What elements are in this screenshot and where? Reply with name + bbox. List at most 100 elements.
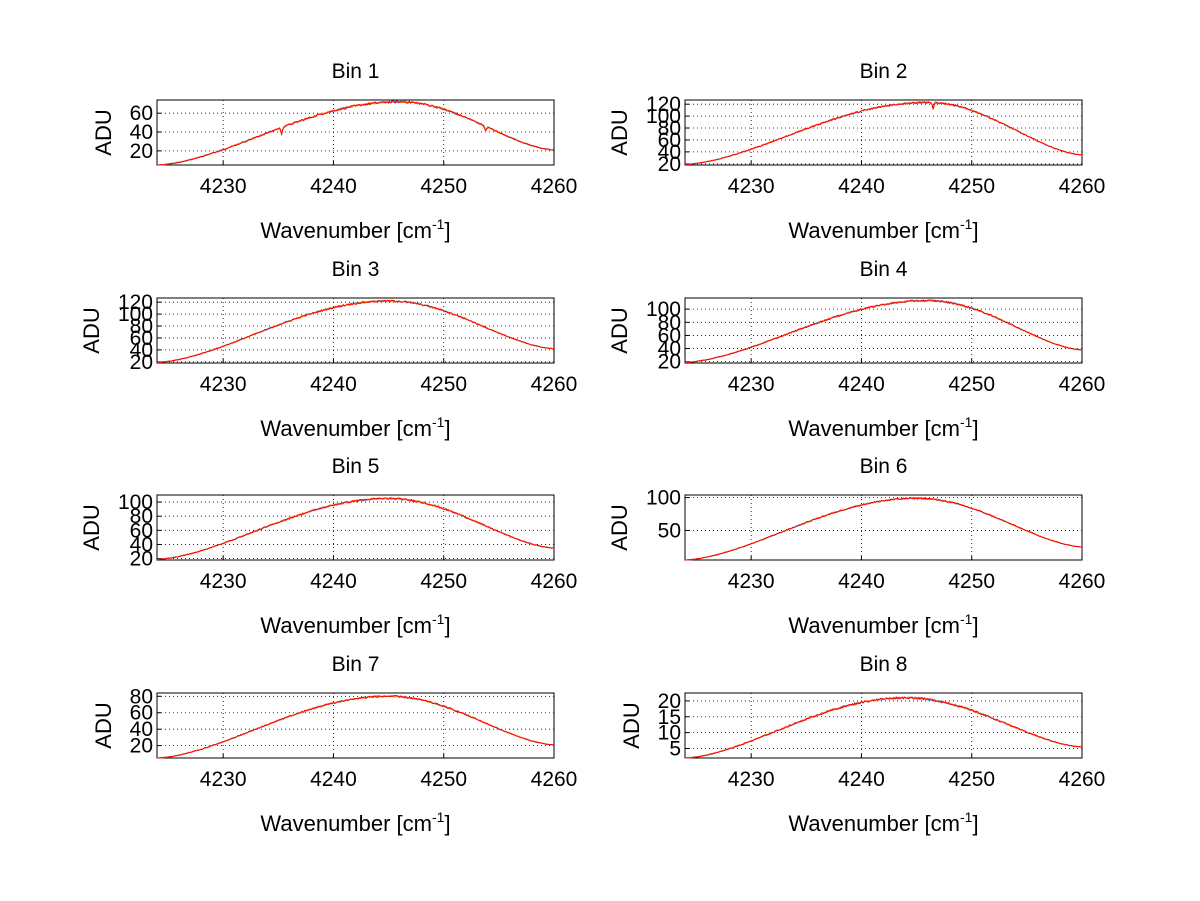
y-tick-label: 10 [658,722,681,745]
x-tick-label: 4230 [200,175,247,198]
y-tick-label: 60 [130,702,153,725]
x-tick-label: 4230 [728,175,775,198]
y-tick-label: 40 [130,533,153,556]
spectrum-series-line [157,299,555,363]
y-tick-label: 100 [646,105,681,128]
y-tick-label: 20 [658,351,681,374]
y-tick-label: 40 [130,718,153,741]
y-tick-label: 100 [118,303,153,326]
y-tick-label: 15 [658,706,681,729]
x-axis-label: Wavenumber [cm-1] [260,216,450,243]
y-tick-label: 80 [130,315,153,338]
x-tick-label: 4230 [200,570,247,593]
x-tick-label: 4250 [420,175,467,198]
spectrum-series-line [684,299,1083,363]
x-tick-label: 4250 [420,373,467,396]
spectrum-series-line [157,100,555,166]
subplot-title: Bin 3 [332,258,380,281]
y-axis-label: ADU [79,307,104,353]
x-axis-label: Wavenumber [cm-1] [788,216,978,243]
y-axis-label: ADU [607,109,632,155]
y-tick-label: 80 [130,685,153,708]
y-tick-label: 20 [658,690,681,713]
axes-box [156,692,555,759]
x-axis-label: Wavenumber [cm-1] [260,809,450,836]
y-tick-label: 50 [658,519,681,542]
x-tick-label: 4240 [310,175,357,198]
y-tick-label: 120 [646,93,681,116]
axes-box [684,99,1083,166]
y-tick-label: 100 [118,491,153,514]
subplot-6: 4230 4240 4250 4260 50 100 Bin 6 Wavenumber [cm… [607,455,1105,638]
x-axis-label: Wavenumber [cm-1] [788,809,978,836]
spectrum-series-line [684,696,1082,759]
x-tick-label: 4260 [1059,175,1106,198]
y-tick-label: 60 [130,327,153,350]
x-axis-label: Wavenumber [cm-1] [788,414,978,441]
x-tick-label: 4240 [838,768,885,791]
x-tick-label: 4250 [948,175,995,198]
x-tick-label: 4260 [1059,373,1106,396]
y-axis-label: ADU [607,307,632,353]
y-tick-label: 20 [130,548,153,571]
y-tick-label: 40 [130,121,153,144]
y-axis-label: ADU [79,504,104,550]
y-tick-label: 20 [130,735,153,758]
subplot-title: Bin 7 [332,653,380,676]
axes-box [156,494,555,561]
y-tick-label: 80 [130,505,153,528]
y-tick-label: 100 [646,298,681,321]
subplot-title: Bin 1 [332,60,380,83]
spectrum-series-line [157,497,555,560]
y-tick-label: 20 [130,351,153,374]
x-tick-label: 4260 [1059,768,1106,791]
x-tick-label: 4250 [948,373,995,396]
subplot-title: Bin 4 [860,258,908,281]
x-tick-label: 4240 [838,175,885,198]
axes-box [156,99,555,166]
axes-box [684,692,1083,759]
x-tick-label: 4240 [310,768,357,791]
x-axis-label: Wavenumber [cm-1] [260,414,450,441]
x-tick-label: 4260 [531,570,578,593]
axes-box [684,494,1083,561]
y-tick-label: 60 [658,324,681,347]
x-axis-label: Wavenumber [cm-1] [260,611,450,638]
x-tick-label: 4250 [948,768,995,791]
subplot-title: Bin 5 [332,455,380,478]
y-tick-label: 20 [658,153,681,176]
subplot-title: Bin 2 [860,60,908,83]
x-tick-label: 4250 [420,570,467,593]
y-tick-label: 40 [658,141,681,164]
y-tick-label: 5 [669,737,681,760]
spectrum-series-line [684,101,1082,166]
y-tick-label: 20 [130,140,153,163]
y-tick-label: 40 [130,339,153,362]
y-axis-label: ADU [619,702,644,748]
spectrum-series-line [685,496,1083,561]
y-tick-label: 100 [646,487,681,510]
x-tick-label: 4240 [838,570,885,593]
y-tick-label: 40 [658,338,681,361]
subplot-title: Bin 6 [860,455,908,478]
y-tick-label: 60 [658,129,681,152]
x-tick-label: 4250 [948,570,995,593]
y-axis-label: ADU [91,702,116,748]
subplot-title: Bin 8 [860,653,908,676]
x-tick-label: 4230 [200,768,247,791]
y-tick-label: 80 [658,117,681,140]
x-tick-label: 4230 [728,768,775,791]
x-tick-label: 4230 [728,373,775,396]
x-axis-label: Wavenumber [cm-1] [788,611,978,638]
y-axis-label: ADU [607,504,632,550]
y-tick-label: 60 [130,519,153,542]
y-tick-label: 60 [130,102,153,125]
x-tick-label: 4240 [838,373,885,396]
